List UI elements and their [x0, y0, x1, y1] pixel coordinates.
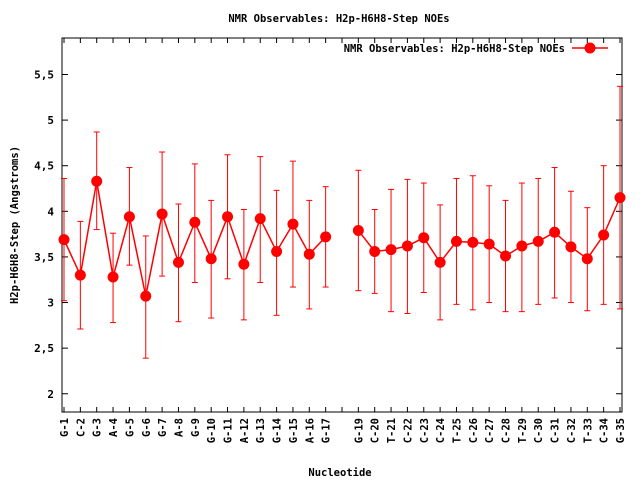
x-tick-label: C-30	[533, 418, 545, 443]
data-point-25	[467, 236, 479, 248]
x-tick-label: T-21	[386, 418, 398, 443]
y-tick-label: 2	[47, 388, 54, 401]
y-tick-label: 5	[47, 114, 54, 127]
legend-marker	[584, 42, 596, 54]
legend: NMR Observables: H2p-H6H8-Step NOEs	[344, 42, 608, 55]
data-point-20	[385, 244, 397, 256]
y-tick-label: 3,5	[34, 251, 54, 264]
data-point-24	[450, 235, 462, 247]
x-tick-label: G-15	[288, 418, 300, 443]
x-tick-label: C-20	[370, 418, 382, 443]
x-tick-label: G-9	[190, 418, 202, 437]
x-tick-label: C-2	[75, 418, 87, 437]
y-tick-label: 3	[47, 297, 54, 310]
x-tick-label: G-11	[223, 418, 235, 443]
y-tick-label: 4,5	[34, 160, 54, 173]
y-tick-label: 4	[47, 205, 54, 218]
x-tick-label: C-28	[501, 418, 513, 443]
x-tick-label: G-35	[615, 418, 627, 443]
chart-title: NMR Observables: H2p-H6H8-Step NOEs	[228, 13, 449, 25]
data-point-7	[172, 256, 184, 268]
y-axis: 2 2,5 3 3,5 4 4,5 5 5,5	[34, 68, 622, 401]
data-point-30	[549, 226, 561, 238]
data-point-4	[123, 211, 135, 223]
x-tick-label: C-27	[484, 418, 496, 443]
data-point-1	[74, 269, 86, 281]
x-tick-label: G-3	[92, 418, 104, 437]
data-point-33	[598, 229, 610, 241]
x-tick-label: A-4	[108, 418, 120, 437]
data-point-19	[369, 245, 381, 257]
x-tick-label: A-12	[239, 418, 251, 443]
data-point-11	[238, 258, 250, 270]
data-point-27	[500, 250, 512, 262]
x-tick-label: C-26	[468, 418, 480, 443]
x-tick-label: G-7	[157, 418, 169, 437]
x-tick-label: G-14	[272, 418, 284, 443]
y-axis-label: H2p-H6H8-Step (Angstroms)	[9, 146, 21, 304]
data-point-32	[581, 253, 593, 265]
x-tick-label: G-13	[255, 418, 267, 443]
x-tick-label: A-8	[173, 418, 185, 437]
data-point-6	[156, 208, 168, 220]
x-tick-label: G-1	[59, 418, 71, 437]
data-point-12	[254, 213, 266, 225]
data-point-34	[614, 192, 626, 204]
data-point-0	[58, 234, 70, 246]
data-point-21	[401, 240, 413, 252]
data-point-26	[483, 238, 495, 250]
x-tick-label: C-24	[435, 418, 447, 443]
data-point-15	[303, 248, 315, 260]
x-tick-label: C-32	[566, 418, 578, 443]
y-tick-label: 2,5	[34, 342, 54, 355]
data-point-23	[434, 256, 446, 268]
x-tick-label: T-29	[517, 418, 529, 443]
data-point-9	[205, 253, 217, 265]
series-points	[58, 175, 626, 302]
x-tick-label: T-33	[582, 418, 594, 443]
x-tick-label: C-31	[550, 418, 562, 443]
data-point-16	[320, 231, 332, 243]
x-tick-label: A-16	[304, 418, 316, 443]
x-tick-label: C-22	[402, 418, 414, 443]
x-axis: G-1 C-2 G-3 A-4 G-5 G-6 G-7 A-8 G-9 G-10 G-11 A-12 G…	[59, 38, 627, 443]
data-point-8	[189, 216, 201, 228]
data-point-3	[107, 271, 119, 283]
y-tick-label: 5,5	[34, 68, 54, 81]
data-point-28	[516, 240, 528, 252]
legend-label: NMR Observables: H2p-H6H8-Step NOEs	[344, 43, 565, 55]
x-tick-label: G-17	[321, 418, 333, 443]
x-tick-label: G-10	[206, 418, 218, 443]
data-point-2	[91, 175, 103, 187]
data-point-5	[140, 290, 152, 302]
x-axis-label: Nucleotide	[308, 467, 371, 479]
data-point-13	[271, 245, 283, 257]
x-tick-label: G-6	[141, 418, 153, 437]
x-tick-label: G-5	[124, 418, 136, 437]
x-tick-label: T-25	[451, 418, 463, 443]
data-point-14	[287, 218, 299, 230]
x-tick-label: G-19	[353, 418, 365, 443]
x-tick-label: C-23	[419, 418, 431, 443]
x-tick-label: C-34	[599, 418, 611, 443]
data-point-18	[352, 224, 364, 236]
data-point-31	[565, 241, 577, 253]
data-point-22	[418, 232, 430, 244]
data-point-29	[532, 235, 544, 247]
data-point-10	[222, 211, 234, 223]
